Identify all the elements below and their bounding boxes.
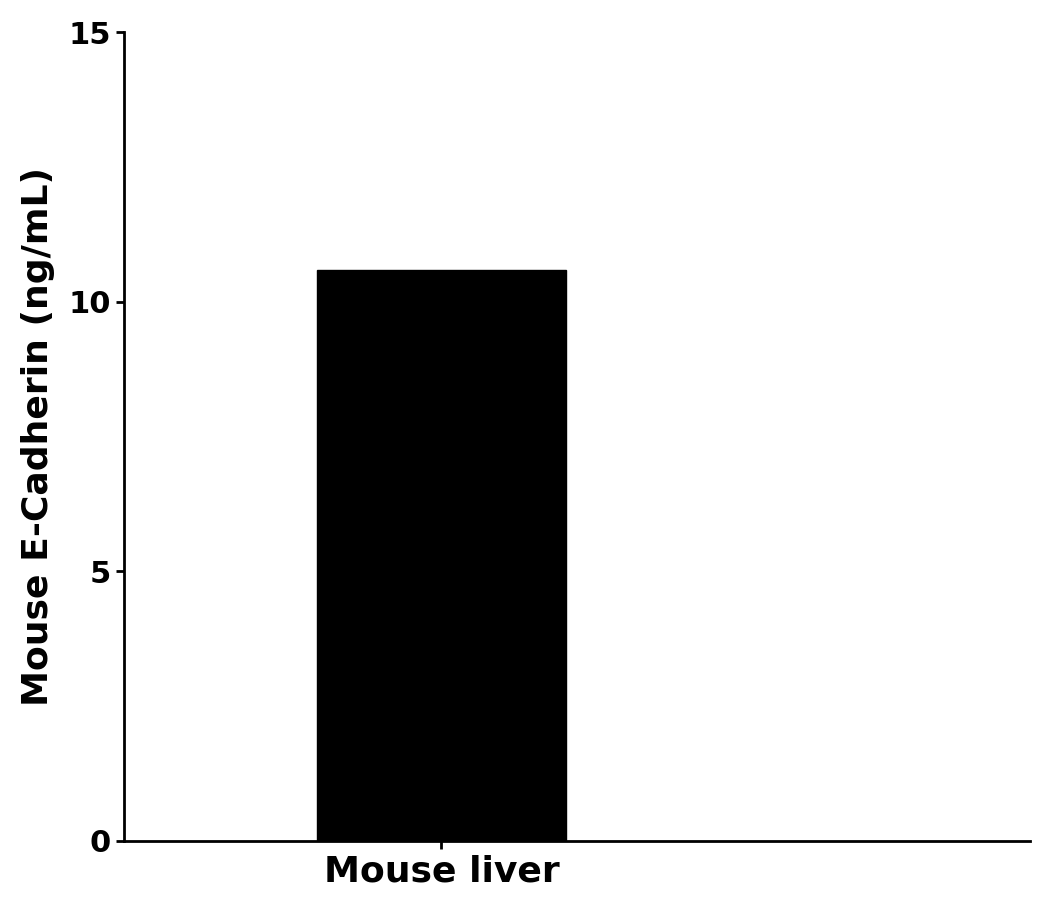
Bar <box>317 270 566 841</box>
Y-axis label: Mouse E-Cadherin (ng/mL): Mouse E-Cadherin (ng/mL) <box>21 167 55 706</box>
